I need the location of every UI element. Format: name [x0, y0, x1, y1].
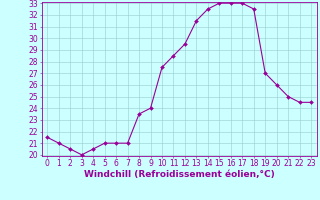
X-axis label: Windchill (Refroidissement éolien,°C): Windchill (Refroidissement éolien,°C)	[84, 170, 275, 179]
